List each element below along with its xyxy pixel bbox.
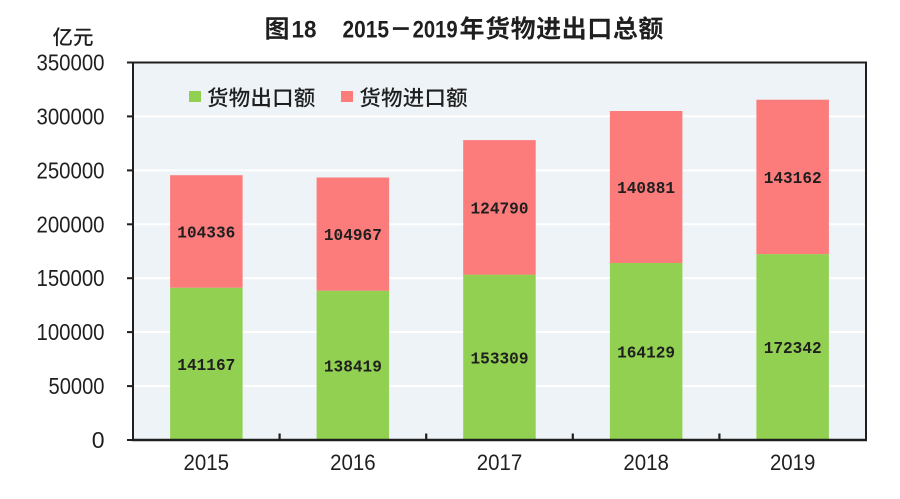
svg-text:104967: 104967 bbox=[324, 227, 382, 246]
svg-text:50000: 50000 bbox=[49, 373, 105, 399]
svg-text:2015: 2015 bbox=[184, 450, 230, 475]
svg-text:2019: 2019 bbox=[413, 17, 458, 44]
svg-text:153309: 153309 bbox=[471, 350, 529, 369]
svg-text:143162: 143162 bbox=[764, 170, 822, 189]
svg-text:150000: 150000 bbox=[37, 265, 105, 291]
svg-text:141167: 141167 bbox=[177, 357, 235, 376]
svg-text:124790: 124790 bbox=[471, 200, 529, 219]
svg-text:2019: 2019 bbox=[770, 450, 816, 475]
svg-text:200000: 200000 bbox=[37, 211, 105, 237]
svg-text:350000: 350000 bbox=[37, 50, 105, 76]
svg-text:18: 18 bbox=[292, 17, 317, 44]
svg-text:164129: 164129 bbox=[617, 345, 675, 364]
svg-text:140881: 140881 bbox=[617, 180, 675, 199]
svg-text:300000: 300000 bbox=[37, 103, 105, 129]
svg-text:172342: 172342 bbox=[764, 340, 822, 359]
svg-text:250000: 250000 bbox=[37, 157, 105, 183]
svg-text:138419: 138419 bbox=[324, 358, 382, 377]
svg-text:104336: 104336 bbox=[177, 225, 235, 244]
svg-text:2018: 2018 bbox=[623, 450, 669, 475]
svg-text:2016: 2016 bbox=[330, 450, 376, 475]
svg-text:2017: 2017 bbox=[477, 450, 523, 475]
svg-text:0: 0 bbox=[92, 427, 105, 453]
svg-text:2015: 2015 bbox=[343, 17, 390, 44]
svg-text:100000: 100000 bbox=[37, 319, 105, 345]
